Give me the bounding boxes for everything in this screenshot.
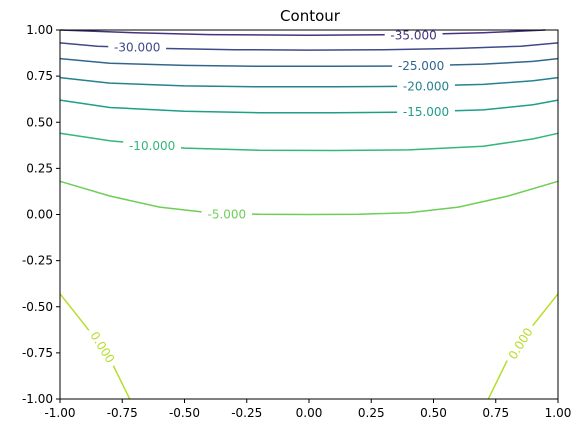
contour-label: 0.000 xyxy=(506,325,536,362)
y-tick-label: -1.00 xyxy=(22,392,53,406)
contour-label-bg xyxy=(108,39,167,56)
contour-label: 0.000 xyxy=(87,329,117,366)
contour-label: -10.000 xyxy=(129,139,175,153)
contour-label-group: -15.000 xyxy=(397,104,455,121)
contour-label-group: -30.000 xyxy=(108,39,167,56)
contour-label-group: -35.000 xyxy=(384,27,443,44)
y-tick-label: -0.50 xyxy=(22,300,53,314)
x-tick-label: 0.25 xyxy=(358,406,385,420)
contour-label-bg xyxy=(397,104,455,121)
contour-label-bg xyxy=(392,57,450,74)
x-tick-label: 0.00 xyxy=(296,406,323,420)
contour-line-4-0 xyxy=(59,99,559,114)
x-tick-label: -0.25 xyxy=(231,406,262,420)
y-tick-label: 0.75 xyxy=(26,69,53,83)
contour-label: -25.000 xyxy=(398,59,444,73)
contour-label-bg xyxy=(123,138,182,155)
contour-label-group: -20.000 xyxy=(397,78,455,95)
y-tick-label: 1.00 xyxy=(26,23,53,37)
y-tick-label: -0.25 xyxy=(22,254,53,268)
contour-label-bg xyxy=(384,27,443,44)
contour-label-group: -25.000 xyxy=(392,57,450,74)
contour-label-group: -5.000 xyxy=(201,206,253,223)
x-tick-label: 0.50 xyxy=(420,406,447,420)
contour-line-0-0 xyxy=(59,29,546,36)
y-tick-label: 0.00 xyxy=(26,208,53,222)
contour-label: -35.000 xyxy=(390,29,436,43)
contour-lines xyxy=(59,29,559,400)
contour-label-group: 0.000 xyxy=(502,321,539,367)
contour-label-bg xyxy=(397,78,455,95)
contour-labels: -35.000 -30.000 -25.000 -20.000 -15.000 -10.0… xyxy=(84,27,539,370)
contour-label-bg xyxy=(84,324,121,370)
contour-label: -5.000 xyxy=(207,208,246,222)
contour-label: -20.000 xyxy=(403,79,449,93)
x-tick-label: -0.75 xyxy=(107,406,138,420)
chart-title: Contour xyxy=(280,7,341,25)
contour-label-group: -10.000 xyxy=(123,138,182,155)
contour-line-3-0 xyxy=(59,76,559,88)
x-tick-label: 0.75 xyxy=(482,406,509,420)
x-tick-label: -0.50 xyxy=(169,406,200,420)
contour-line-6-0 xyxy=(59,180,559,216)
x-tick-label: 1.00 xyxy=(545,406,572,420)
x-tick-label: -1.00 xyxy=(44,406,75,420)
contour-line-2-0 xyxy=(59,57,559,68)
contour-label-bg xyxy=(502,321,539,367)
y-tick-label: -0.75 xyxy=(22,346,53,360)
y-tick-label: 0.50 xyxy=(26,115,53,129)
contour-label-group: 0.000 xyxy=(84,324,121,370)
contour-label-bg xyxy=(201,206,253,223)
x-axis: -1.00 -0.75 -0.50 -0.25 0.00 0.25 0.50 0.75 1.00 xyxy=(44,399,571,420)
y-axis: -1.00 -0.75 -0.50 -0.25 0.00 0.25 0.50 0.75 1.00 xyxy=(22,23,60,406)
y-tick-label: 0.25 xyxy=(26,161,53,175)
contour-label: -15.000 xyxy=(403,105,449,119)
contour-label: -30.000 xyxy=(114,41,160,55)
